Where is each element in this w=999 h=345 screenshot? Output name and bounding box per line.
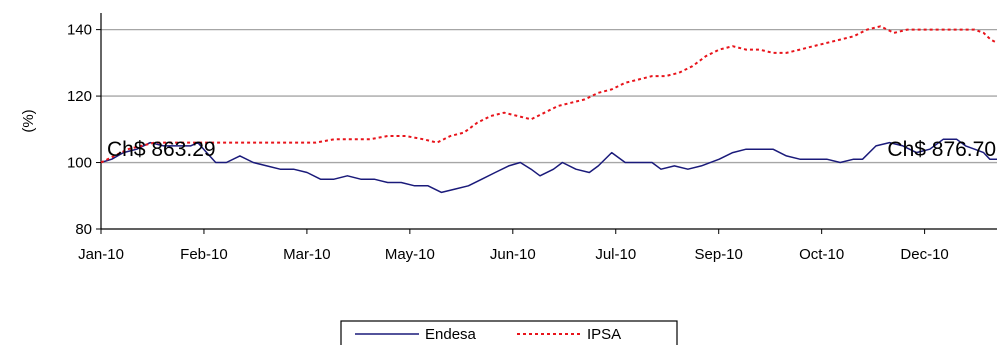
x-tick-label: Jun-10 [490, 246, 536, 263]
y-tick-label: 100 [67, 155, 92, 172]
plot-frame [100, 13, 997, 230]
legend-box [340, 320, 678, 345]
legend: Endesa IPSA [340, 320, 678, 345]
series-layer [100, 25, 998, 194]
y-axis-label: (%) [20, 109, 37, 132]
y-tick-label: 120 [67, 88, 92, 105]
legend-label-endesa: Endesa [425, 326, 477, 343]
price-annotation: Ch$ 876.70 [887, 138, 996, 161]
y-tick-label: 80 [75, 221, 92, 238]
x-tick-label: Feb-10 [180, 246, 228, 263]
series-line-ipsa [100, 25, 998, 164]
legend-label-ipsa: IPSA [587, 326, 621, 343]
price-annotation: Ch$ 863.29 [107, 138, 216, 161]
x-tick-label: May-10 [385, 246, 435, 263]
x-tick-label: Dec-10 [900, 246, 948, 263]
x-tick-label: Oct-10 [799, 246, 844, 263]
gridlines [101, 28, 997, 164]
annotations: Ch$ 863.29 Ch$ 876.70 [107, 138, 996, 161]
x-tick-label: Jul-10 [595, 246, 636, 263]
x-tick-label: Jan-10 [78, 246, 124, 263]
y-tick-label: 140 [67, 22, 92, 39]
y-axis-ticks: 80 100 120 140 [67, 22, 101, 238]
x-tick-label: Mar-10 [283, 246, 331, 263]
x-tick-label: Sep-10 [695, 246, 743, 263]
series-line-endesa [100, 138, 997, 194]
x-axis-ticks: Jan-10 Feb-10 Mar-10 May-10 Jun-10 Jul-10 Sep-… [78, 229, 949, 263]
